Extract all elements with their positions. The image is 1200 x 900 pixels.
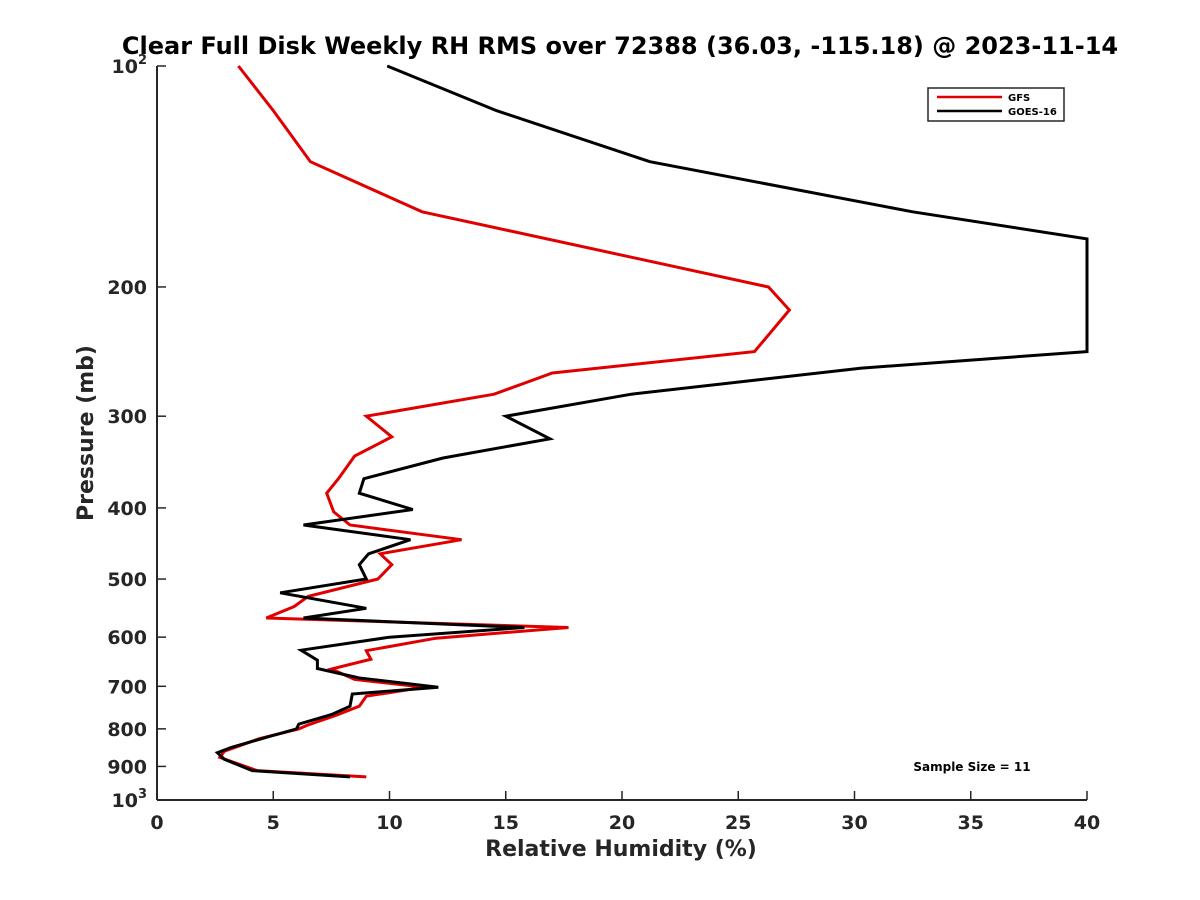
series-line-gfs xyxy=(217,65,792,779)
y-tick-label: 500 xyxy=(107,569,147,591)
x-tick-label: 20 xyxy=(609,812,635,834)
x-tick-label: 35 xyxy=(958,812,984,834)
x-tick-label: 30 xyxy=(841,812,867,834)
legend-label-gfs: GFS xyxy=(1008,93,1030,104)
x-axis-label: Relative Humidity (%) xyxy=(485,837,757,862)
x-tick-label: 40 xyxy=(1074,812,1100,834)
y-tick-label: 900 xyxy=(107,756,147,778)
x-tick-label: 0 xyxy=(150,812,163,834)
x-tick-label: 5 xyxy=(267,812,280,834)
x-tick-label: 10 xyxy=(376,812,402,834)
axes xyxy=(156,66,1087,801)
y-tick-label: 400 xyxy=(107,498,147,520)
y-tick-label: 700 xyxy=(107,676,147,698)
x-ticks: 0 5 10 15 20 25 30 35 40 xyxy=(150,791,1100,834)
y-tick-label: 800 xyxy=(107,719,147,741)
y-ticks: 102 200 300 400 500 600 700 800 900 103 xyxy=(107,53,166,812)
y-tick-label: 103 xyxy=(112,787,148,812)
legend-label-goes-16: GOES-16 xyxy=(1008,107,1057,118)
series-lines xyxy=(214,64,1089,779)
legend-box xyxy=(927,87,1065,122)
x-tick-label: 15 xyxy=(493,812,519,834)
y-tick-label: 300 xyxy=(107,406,147,428)
sample-size-annotation: Sample Size = 11 xyxy=(913,760,1030,774)
y-tick-label: 600 xyxy=(107,627,147,649)
y-axis-label: Pressure (mb) xyxy=(74,345,99,521)
series-line-goes-16 xyxy=(214,64,1089,779)
chart-title: Clear Full Disk Weekly RH RMS over 72388… xyxy=(122,32,1118,60)
x-tick-label: 25 xyxy=(725,812,751,834)
legend: GFS GOES-16 xyxy=(927,87,1065,122)
y-tick-label: 102 xyxy=(112,53,148,78)
y-tick-label: 200 xyxy=(107,277,147,299)
